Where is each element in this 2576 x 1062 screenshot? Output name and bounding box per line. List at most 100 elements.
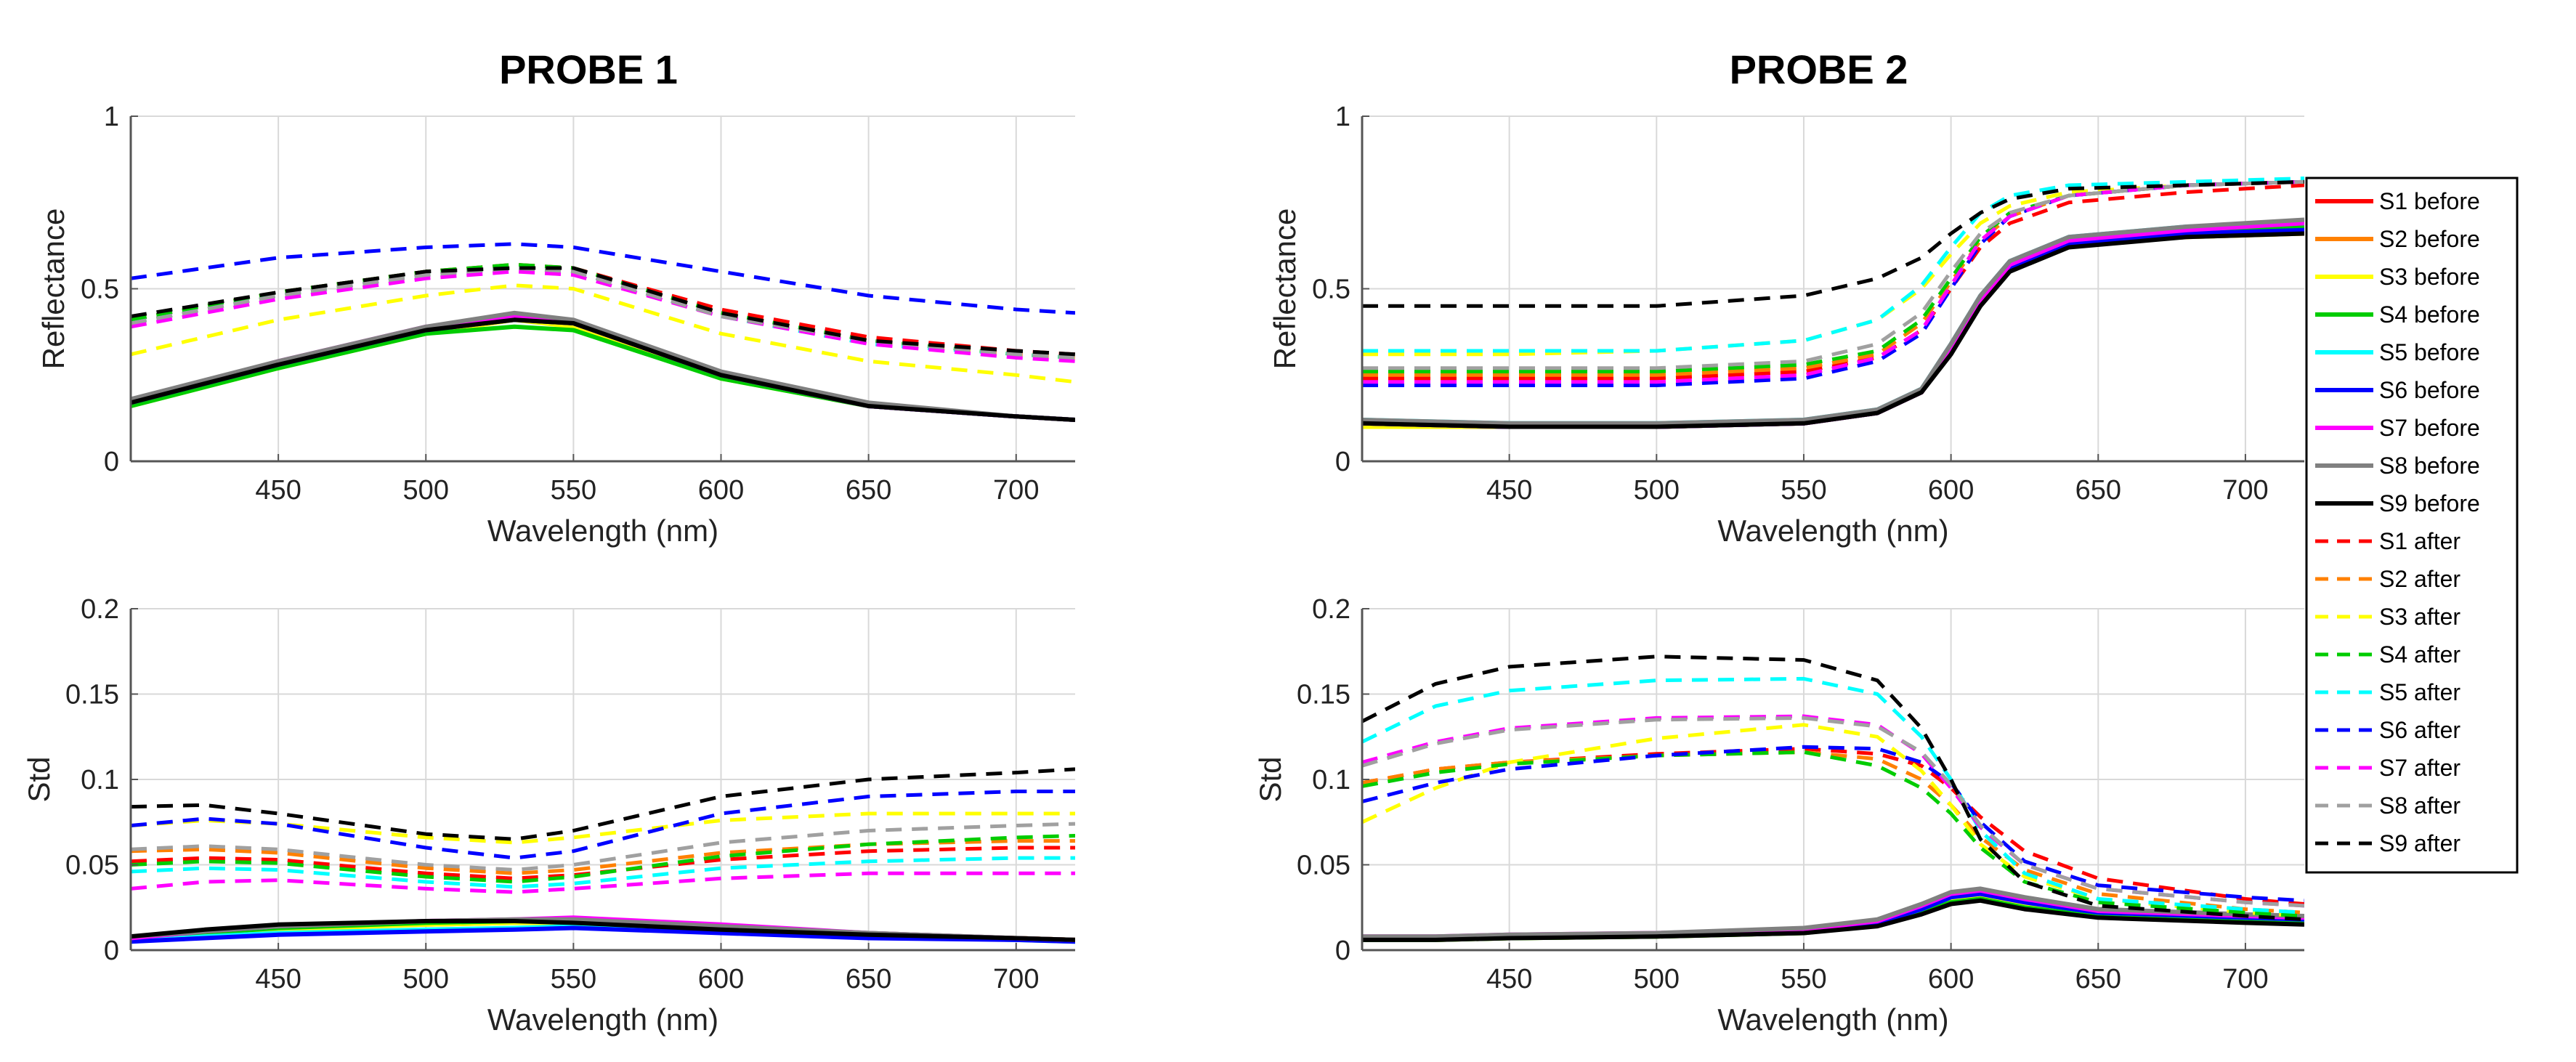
series-line-s4-after xyxy=(131,834,1075,884)
x-tick-label: 450 xyxy=(1486,475,1532,506)
legend-label: S7 before xyxy=(2379,415,2480,441)
legend-label: S2 before xyxy=(2379,226,2480,252)
x-tick-label: 700 xyxy=(2222,475,2268,506)
x-axis-label: Wavelength (nm) xyxy=(487,1002,718,1037)
y-axis-label: Reflectance xyxy=(1268,208,1302,370)
series-line-s9-after xyxy=(1362,654,2304,922)
series-line-s9-before xyxy=(1362,898,2304,942)
legend-entry: S4 after xyxy=(2315,641,2460,668)
x-tick-label: 500 xyxy=(403,964,449,994)
x-axis-label: Wavelength (nm) xyxy=(487,514,718,548)
legend-label: S6 before xyxy=(2379,377,2480,403)
series-line-s3-after xyxy=(131,283,1075,384)
x-tick-label: 550 xyxy=(1781,475,1826,506)
x-tick-label: 650 xyxy=(846,964,891,994)
legend-label: S3 after xyxy=(2379,604,2460,630)
series-group xyxy=(131,242,1075,422)
series-line-s9-before xyxy=(1362,231,2304,429)
probe1-reflectance: 450 500 550 600 650 700 0 0.5 1 Wavelength (nm) Re… xyxy=(36,46,1075,548)
legend-label: S5 before xyxy=(2379,339,2480,365)
series-line-s1-after xyxy=(131,846,1075,880)
x-tick-label: 700 xyxy=(993,964,1039,994)
legend-label: S6 after xyxy=(2379,717,2460,743)
x-tick-label: 500 xyxy=(1634,475,1680,506)
series-line-s6-before xyxy=(131,925,1075,944)
series-line-s8-after xyxy=(131,822,1075,872)
x-tick-label: 600 xyxy=(698,964,744,994)
x-tick-label: 450 xyxy=(255,475,301,506)
y-tick-label: 0.2 xyxy=(1312,594,1350,625)
x-tick-label: 450 xyxy=(255,964,301,994)
series-line-s8-before xyxy=(1362,217,2304,426)
series-line-s9-after xyxy=(131,767,1075,841)
y-tick-label: 0.2 xyxy=(81,594,119,625)
series-line-s8-after xyxy=(131,266,1075,360)
series-line-s6-after xyxy=(1362,745,2304,903)
x-tick-label: 450 xyxy=(1486,964,1532,994)
legend-entry: S5 before xyxy=(2315,339,2480,365)
legend-entry: S8 after xyxy=(2315,793,2460,819)
series-line-s6-after xyxy=(131,242,1075,315)
x-tick-label: 650 xyxy=(846,475,891,506)
legend-entry: S6 after xyxy=(2315,717,2460,743)
series-group xyxy=(1362,177,2304,429)
series-line-s7-after xyxy=(131,269,1075,363)
x-tick-label: 600 xyxy=(1928,964,1974,994)
y-tick-label: 0 xyxy=(104,936,119,966)
y-tick-label: 0.5 xyxy=(81,275,119,305)
y-axis-label: Reflectance xyxy=(36,208,70,370)
series-group xyxy=(131,767,1075,944)
y-tick-label: 0.15 xyxy=(1297,680,1350,710)
probe2-reflectance: 450 500 550 600 650 700 0 0.5 1 Wavelength (nm) Re… xyxy=(1268,46,2304,548)
y-tick-label: 0 xyxy=(104,447,119,477)
x-axis-label: Wavelength (nm) xyxy=(1717,1002,1948,1037)
series-line-s9-before xyxy=(131,317,1075,422)
legend-label: S3 before xyxy=(2379,264,2480,290)
series-line-s5-after xyxy=(1362,676,2304,915)
legend-label: S7 after xyxy=(2379,755,2460,781)
x-tick-label: 550 xyxy=(1781,964,1826,994)
legend-entry: S2 after xyxy=(2315,566,2460,592)
legend-entry: S3 before xyxy=(2315,264,2480,290)
legend-entry: S8 before xyxy=(2315,453,2480,479)
y-axis-label: Std xyxy=(1253,756,1287,802)
y-tick-label: 0 xyxy=(1335,936,1350,966)
x-tick-label: 700 xyxy=(2222,964,2268,994)
y-tick-label: 0.05 xyxy=(1297,851,1350,881)
series-line-s9-after xyxy=(1362,179,2304,308)
legend-entry: S3 after xyxy=(2315,604,2460,630)
x-tick-label: 500 xyxy=(1634,964,1680,994)
x-tick-label: 650 xyxy=(2075,475,2121,506)
legend-label: S4 after xyxy=(2379,641,2460,668)
panel-title: PROBE 2 xyxy=(1730,46,1908,92)
legend-label: S9 before xyxy=(2379,490,2480,516)
legend-label: S8 after xyxy=(2379,793,2460,819)
series-line-s6-after xyxy=(131,790,1075,860)
legend-entry: S6 before xyxy=(2315,377,2480,403)
legend-box xyxy=(2305,177,2519,874)
legend-label: S4 before xyxy=(2379,301,2480,328)
legend-entry: S1 after xyxy=(2315,528,2460,554)
y-tick-label: 1 xyxy=(104,102,119,132)
x-tick-label: 550 xyxy=(551,475,596,506)
x-tick-label: 550 xyxy=(551,964,596,994)
y-tick-label: 0.05 xyxy=(65,851,119,881)
legend-entry: S9 before xyxy=(2315,490,2480,516)
x-tick-label: 650 xyxy=(2075,964,2121,994)
series-line-s8-after xyxy=(1362,179,2304,370)
y-tick-label: 0.15 xyxy=(65,680,119,710)
series-line-s9-after xyxy=(131,266,1075,357)
series-line-s8-before xyxy=(1362,886,2304,939)
y-tick-label: 0.5 xyxy=(1312,275,1350,305)
legend-entry: S2 before xyxy=(2315,226,2480,252)
legend-label: S9 after xyxy=(2379,830,2460,856)
x-tick-label: 500 xyxy=(403,475,449,506)
series-line-s7-after xyxy=(131,871,1075,894)
series-line-s5-after xyxy=(1362,177,2304,353)
y-tick-label: 1 xyxy=(1335,102,1350,132)
series-line-s1-after xyxy=(1362,183,2304,381)
x-tick-label: 600 xyxy=(698,475,744,506)
series-line-s9-before xyxy=(131,919,1075,942)
legend-label: S2 after xyxy=(2379,566,2460,592)
series-line-s5-after xyxy=(131,856,1075,889)
